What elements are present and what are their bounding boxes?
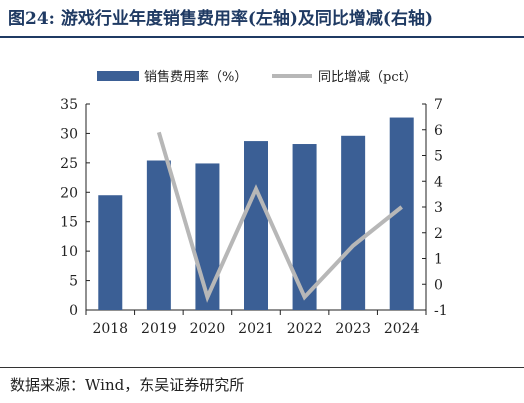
y-right-tick-label: 1 xyxy=(434,252,443,268)
y-left-tick-label: 10 xyxy=(60,244,78,260)
bar xyxy=(292,144,317,310)
bar xyxy=(146,160,171,310)
y-right-tick-label: 6 xyxy=(434,123,443,139)
bar xyxy=(341,135,366,310)
y-right-tick-label: 2 xyxy=(434,226,443,242)
x-tick-label: 2024 xyxy=(384,321,420,337)
x-tick-label: 2019 xyxy=(141,321,177,337)
bar xyxy=(195,163,220,310)
y-right-tick-label: 4 xyxy=(434,174,443,190)
chart-title: 图24: 游戏行业年度销售费用率(左轴)及同比增减(右轴) xyxy=(8,9,434,29)
y-right-tick-label: 7 xyxy=(434,97,443,113)
legend: 销售费用率（%） 同比增减（pct） xyxy=(97,69,417,85)
y-right-tick-label: 3 xyxy=(434,200,443,216)
legend-line-label: 同比增减（pct） xyxy=(318,70,417,85)
y-left-tick-label: 0 xyxy=(69,303,78,319)
title-rule xyxy=(0,36,524,38)
legend-bar-label: 销售费用率（%） xyxy=(144,69,247,85)
y-left-tick-label: 5 xyxy=(69,274,78,290)
x-tick-label: 2021 xyxy=(238,321,274,337)
chart: 销售费用率（%） 同比增减（pct） 0 5 10 15 20 25 30 35 -1 0 1 2 3 4… xyxy=(60,69,447,337)
x-tick-label: 2018 xyxy=(92,321,128,337)
y-right-tick-label: 5 xyxy=(434,149,443,165)
x-tick-label: 2023 xyxy=(335,321,371,337)
y-left-tick-label: 25 xyxy=(60,156,78,172)
y-left-tick-label: 35 xyxy=(60,97,78,113)
y-right-tick-label: -1 xyxy=(434,303,448,319)
y-left-tick-label: 30 xyxy=(60,126,78,142)
y-left-tick-label: 20 xyxy=(60,185,78,201)
bar xyxy=(244,141,268,310)
x-tick-label: 2020 xyxy=(190,321,226,337)
plot-area: 0 5 10 15 20 25 30 35 -1 0 1 2 3 4 5 6 7 2018 2019 2020 2021… xyxy=(60,97,447,337)
bottom-rule xyxy=(0,367,524,368)
legend-bar-swatch xyxy=(97,71,139,81)
y-left-tick-label: 15 xyxy=(60,215,78,231)
bar xyxy=(98,195,123,310)
source-note: 数据来源：Wind，东吴证券研究所 xyxy=(10,376,245,394)
line-series xyxy=(156,131,403,303)
y-right-tick-label: 0 xyxy=(434,277,443,293)
x-tick-label: 2022 xyxy=(287,321,323,337)
